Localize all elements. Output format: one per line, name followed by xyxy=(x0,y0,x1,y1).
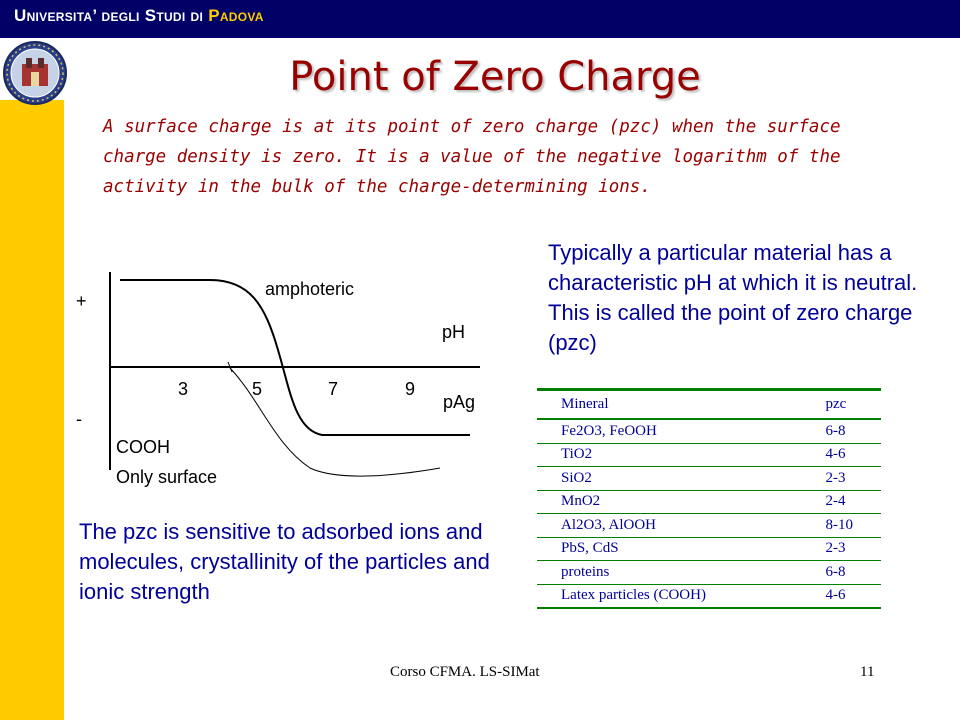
axis-label-pag: pAg xyxy=(443,392,475,412)
table-row: PbS, CdS 2-3 xyxy=(537,537,881,561)
typical-text: Typically a particular material has a ch… xyxy=(548,240,918,355)
definition-text: A surface charge is at its point of zero… xyxy=(103,117,841,197)
pzc-cell: 4-6 xyxy=(753,443,881,467)
sensitive-text: The pzc is sensitive to adsorbed ions an… xyxy=(79,519,490,604)
mineral-cell: TiO2 xyxy=(537,443,754,467)
pzc-cell: 2-3 xyxy=(753,466,881,491)
mineral-cell: SiO2 xyxy=(537,466,754,491)
pzc-cell: 6-8 xyxy=(753,560,881,585)
curve-cooh xyxy=(229,367,441,477)
pzc-cell: 8-10 xyxy=(753,513,881,538)
mineral-cell: Latex particles (COOH) xyxy=(561,587,706,604)
header-pzc: pzc xyxy=(753,390,881,420)
curve-cooh-start xyxy=(227,361,233,373)
curve-amphoteric xyxy=(120,279,470,436)
mineral-cell: proteins xyxy=(537,560,754,585)
pzc-cell: 6-8 xyxy=(753,419,881,444)
table-row: MnO2 2-4 xyxy=(537,490,881,514)
table-header-row: Mineral pzc xyxy=(537,390,881,420)
mineral-cell: PbS, CdS xyxy=(537,537,754,561)
pzc-cell: 2-3 xyxy=(753,537,881,561)
pzc-table: Mineral pzc Fe2O3, FeOOH 6-8 TiO2 4-6 SiO2 2-… xyxy=(537,388,881,609)
mineral-cell: MnO2 xyxy=(537,490,754,514)
x-tick-3: 3 xyxy=(178,379,188,399)
pzc-cell: 4-6 xyxy=(825,587,846,604)
university-name-part2: Padova xyxy=(208,6,264,25)
x-tick-5: 5 xyxy=(252,379,262,399)
university-seal-icon xyxy=(3,41,67,105)
label-amphoteric: amphoteric xyxy=(265,279,354,299)
y-label-minus: - xyxy=(76,409,82,429)
header-mineral: Mineral xyxy=(537,390,754,420)
table-row: SiO2 2-3 xyxy=(537,466,881,491)
university-name: Universita’ degli Studi di Padova xyxy=(14,6,264,26)
x-tick-9: 9 xyxy=(405,379,415,399)
slide-title: Point of Zero Charge xyxy=(289,54,701,100)
page-number: 11 xyxy=(860,664,875,680)
footer-course: Corso CFMA. LS-SIMat xyxy=(390,664,540,680)
mineral-cell: Al2O3, AlOOH xyxy=(537,513,754,538)
table-body: Fe2O3, FeOOH 6-8 TiO2 4-6 SiO2 2-3 MnO2 2-4 Al2O… xyxy=(537,419,881,607)
x-tick-7: 7 xyxy=(328,379,338,399)
pzc-chart: + - 3 5 7 9 pH pAg amphoteric COOH Only … xyxy=(76,272,480,487)
sidebar-stripe xyxy=(0,100,64,720)
university-name-part1: Universita’ degli Studi di xyxy=(14,6,209,25)
y-label-plus: + xyxy=(76,291,87,311)
table-row: proteins 6-8 xyxy=(537,560,881,585)
label-cooh: COOH xyxy=(116,437,170,457)
mineral-cell: Fe2O3, FeOOH xyxy=(537,419,754,444)
table-row: Al2O3, AlOOH 8-10 xyxy=(537,513,881,538)
table-row: TiO2 4-6 xyxy=(537,443,881,467)
label-only-surface: Only surface xyxy=(116,467,217,487)
axis-label-ph: pH xyxy=(442,322,465,342)
table-row: Fe2O3, FeOOH 6-8 xyxy=(537,419,881,444)
table-row: Latex particles (COOH) 4-6 xyxy=(537,584,881,607)
pzc-cell: 2-4 xyxy=(753,490,881,514)
header-bar: Universita’ degli Studi di Padova xyxy=(0,0,960,38)
